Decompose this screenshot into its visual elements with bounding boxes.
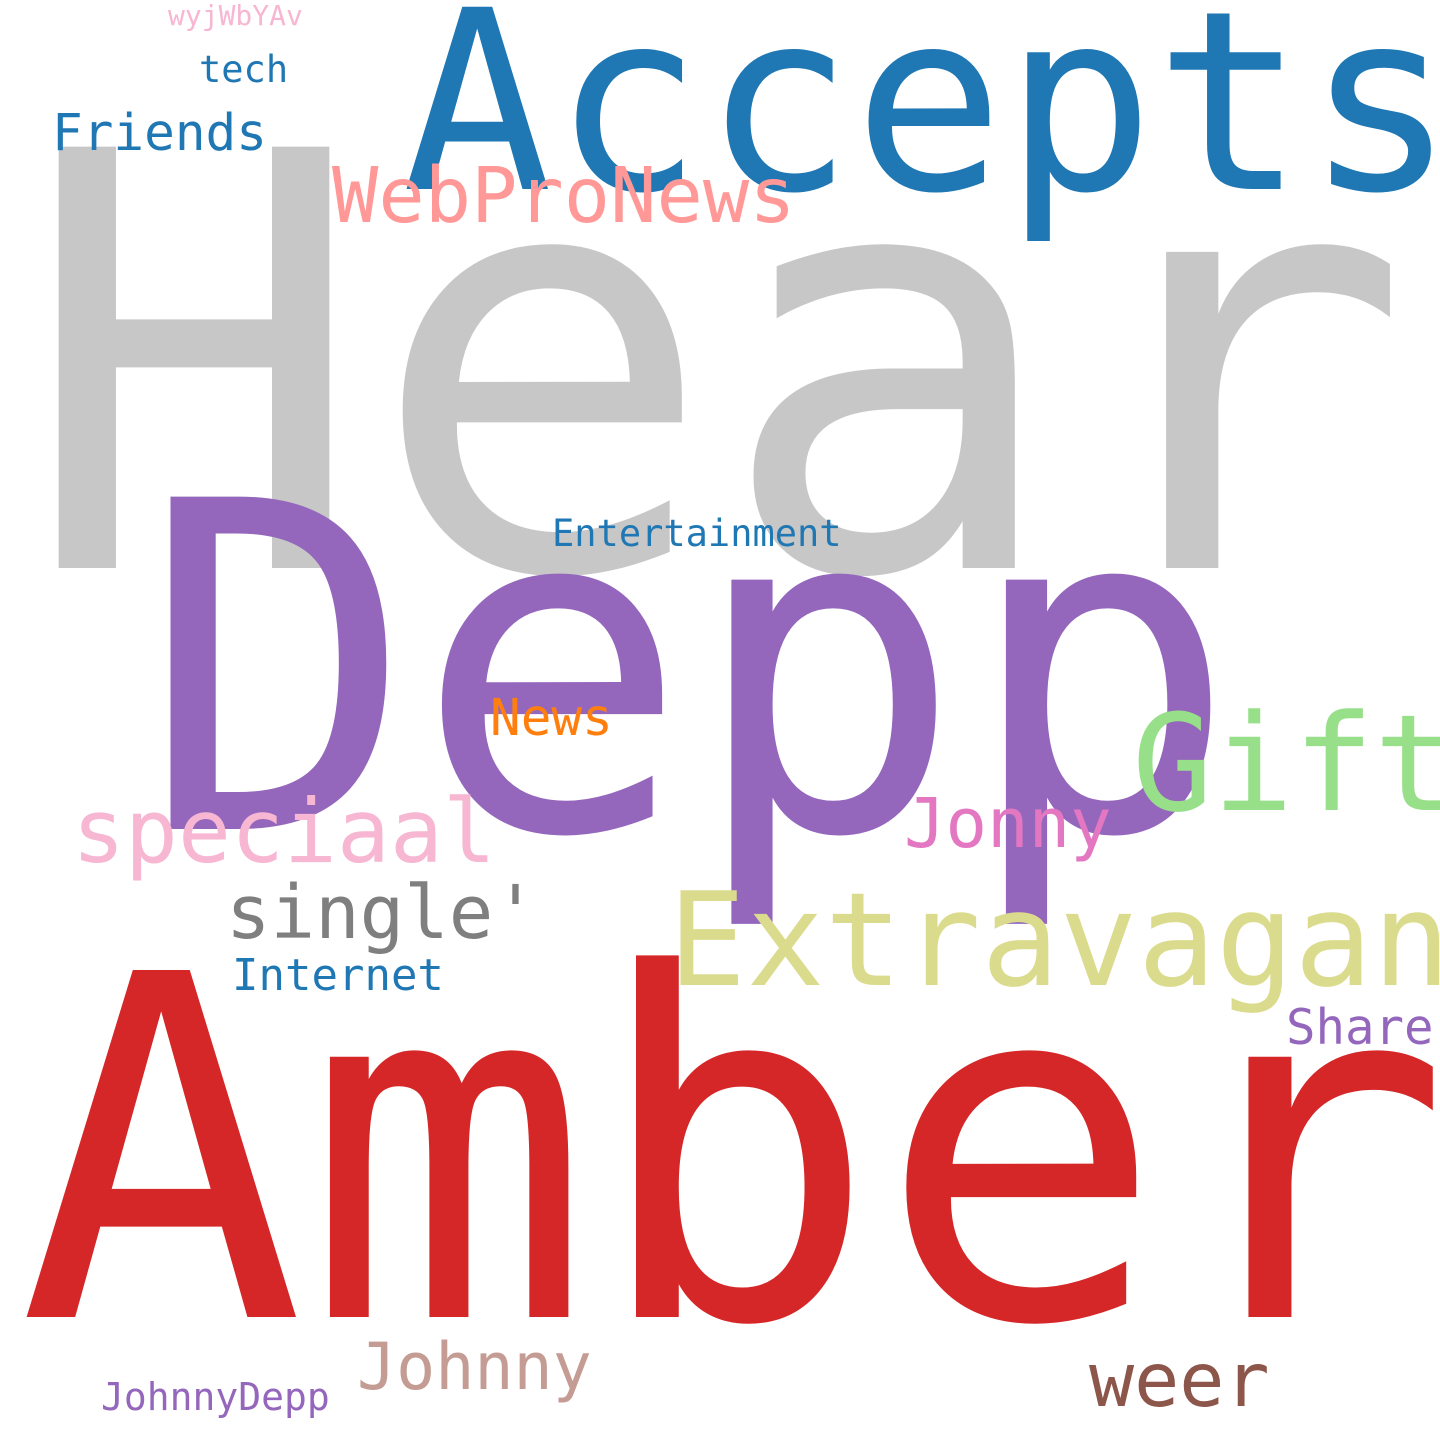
word-johnnydepp: JohnnyDepp: [101, 1375, 330, 1419]
word-share: Share: [1286, 999, 1434, 1056]
word-accepts: Accepts: [402, 0, 1440, 248]
word-wyjwbyav: wyjWbYAv: [168, 0, 303, 32]
word-tech: tech: [199, 48, 289, 91]
word-webpronews: WebProNews: [332, 152, 796, 241]
word-internet: Internet: [232, 950, 444, 1001]
word-depp: Depp: [140, 406, 1239, 937]
word-friends: Friends: [52, 104, 267, 163]
word-gift: Gift: [1132, 686, 1440, 842]
word-johnny: Johnny: [357, 1330, 592, 1405]
word-extravagant: Extravagant: [668, 864, 1440, 1016]
word-weer: weer: [1089, 1336, 1270, 1424]
word-amber: Amber: [18, 876, 1440, 1430]
word-jonny: Jonny: [904, 784, 1112, 864]
word-heard: Heard: [20, 32, 1440, 705]
word-news: News: [490, 689, 613, 748]
word-speciaal: speciaal: [72, 780, 496, 883]
word-entertainment: Entertainment: [552, 512, 842, 555]
word-single: single': [226, 870, 538, 956]
